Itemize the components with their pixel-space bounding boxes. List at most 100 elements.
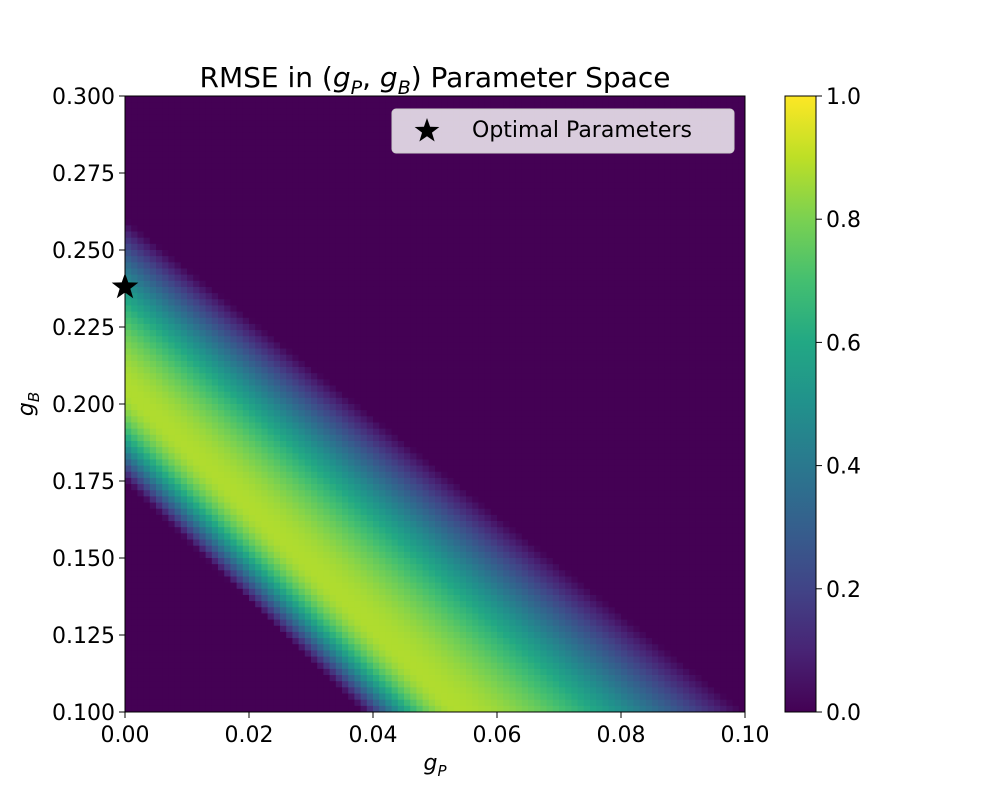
heatmap-cell <box>441 336 448 343</box>
heatmap-cell <box>577 163 585 171</box>
heatmap-cell <box>583 256 591 263</box>
heatmap-cell <box>683 397 690 405</box>
heatmap-cell <box>125 206 132 214</box>
heatmap-cell <box>503 336 510 343</box>
heatmap-cell <box>521 360 529 368</box>
heatmap-cell <box>187 305 194 312</box>
heatmap-cell <box>286 286 293 294</box>
heatmap-cell <box>342 126 349 134</box>
heatmap-cell <box>267 256 275 263</box>
heatmap-cell <box>639 200 647 208</box>
heatmap-cell <box>261 274 268 282</box>
heatmap-cell <box>627 323 634 331</box>
heatmap-cell <box>366 299 374 306</box>
heatmap-cell <box>323 348 330 356</box>
heatmap-cell <box>577 219 585 226</box>
heatmap-cell <box>596 379 603 386</box>
heatmap-cell <box>360 299 368 306</box>
heatmap-cell <box>174 225 182 232</box>
heatmap-cell <box>577 305 585 312</box>
heatmap-cell <box>695 336 702 343</box>
heatmap-cell <box>162 336 169 343</box>
heatmap-cell <box>521 305 529 312</box>
heatmap-cell <box>689 243 696 251</box>
heatmap-cell <box>695 256 702 263</box>
heatmap-cell <box>267 280 275 288</box>
heatmap-cell <box>676 243 684 251</box>
heatmap-cell <box>125 145 132 152</box>
heatmap-cell <box>447 373 454 380</box>
heatmap-cell <box>503 96 510 103</box>
heatmap-cell <box>187 139 194 146</box>
heatmap-cell <box>521 293 529 300</box>
heatmap-cell <box>249 102 256 109</box>
heatmap-cell <box>317 108 324 115</box>
heatmap-cell <box>583 219 591 226</box>
heatmap-cell <box>521 151 529 158</box>
heatmap-cell <box>205 132 213 140</box>
heatmap-cell <box>478 274 485 282</box>
heatmap-cell <box>373 200 380 208</box>
heatmap-cell <box>168 194 175 202</box>
heatmap-cell <box>602 243 609 251</box>
heatmap-cell <box>738 379 745 386</box>
heatmap-cell <box>373 280 380 288</box>
heatmap-cell <box>633 323 640 331</box>
heatmap-cell <box>627 354 634 362</box>
heatmap-cell <box>459 237 467 245</box>
heatmap-cell <box>608 206 616 214</box>
heatmap-cell <box>683 262 690 269</box>
heatmap-cell <box>404 336 411 343</box>
heatmap-cell <box>490 243 498 251</box>
heatmap-cell <box>323 151 330 158</box>
heatmap-cell <box>478 200 485 208</box>
heatmap-cell <box>156 323 163 331</box>
heatmap-cell <box>645 367 653 374</box>
heatmap-cell <box>435 256 442 263</box>
heatmap-cell <box>472 280 479 288</box>
heatmap-cell <box>714 385 721 393</box>
heatmap-cell <box>707 250 715 257</box>
heatmap-cell <box>236 188 244 195</box>
heatmap-cell <box>261 397 268 405</box>
heatmap-cell <box>521 231 529 239</box>
heatmap-cell <box>571 262 578 269</box>
heatmap-cell <box>373 145 380 152</box>
heatmap-cell <box>689 348 696 356</box>
heatmap-cell <box>466 225 473 232</box>
heatmap-cell <box>286 348 293 356</box>
heatmap-cell <box>453 268 461 276</box>
heatmap-cell <box>645 219 653 226</box>
heatmap-cell <box>323 169 330 177</box>
heatmap-cell <box>397 336 405 343</box>
heatmap-cell <box>596 194 603 202</box>
heatmap-cell <box>162 250 169 257</box>
heatmap-cell <box>664 219 671 226</box>
heatmap-cell <box>683 360 690 368</box>
heatmap-cell <box>366 182 374 189</box>
heatmap-cell <box>695 163 702 171</box>
heatmap-cell <box>683 163 690 171</box>
heatmap-cell <box>410 169 417 177</box>
heatmap-cell <box>137 286 144 294</box>
heatmap-cell <box>695 188 702 195</box>
heatmap-cell <box>391 176 399 183</box>
heatmap-cell <box>168 114 175 122</box>
heatmap-cell <box>515 243 523 251</box>
heatmap-cell <box>658 286 665 294</box>
heatmap-cell <box>404 385 411 393</box>
heatmap-cell <box>385 305 392 312</box>
heatmap-cell <box>298 250 306 257</box>
heatmap-cell <box>342 397 349 405</box>
heatmap-cell <box>497 102 504 109</box>
heatmap-cell <box>701 342 709 349</box>
heatmap-cell <box>404 391 411 399</box>
heatmap-cell <box>528 182 535 189</box>
heatmap-cell <box>391 237 399 245</box>
heatmap-cell <box>521 280 529 288</box>
heatmap-cell <box>335 354 343 362</box>
heatmap-cell <box>652 391 659 399</box>
heatmap-cell <box>627 188 634 195</box>
heatmap-cell <box>236 120 244 128</box>
heatmap-cell <box>565 151 572 158</box>
